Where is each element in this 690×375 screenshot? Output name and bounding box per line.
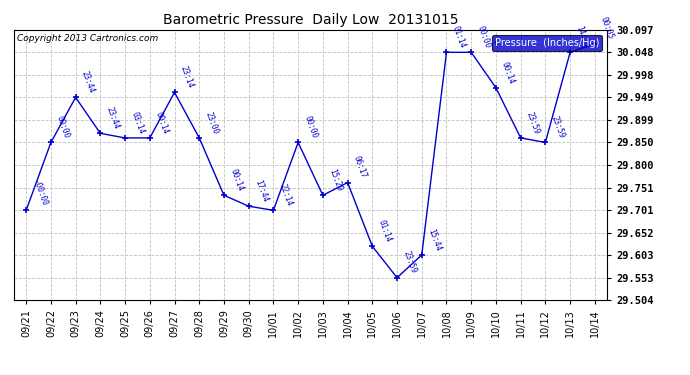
Text: 23:44: 23:44	[104, 106, 121, 130]
Text: 01:14: 01:14	[377, 219, 393, 243]
Text: 23:59: 23:59	[525, 110, 541, 135]
Text: 23:44: 23:44	[80, 70, 96, 94]
Text: 23:14: 23:14	[179, 65, 195, 90]
Text: 06:17: 06:17	[352, 155, 368, 180]
Legend: Pressure  (Inches/Hg): Pressure (Inches/Hg)	[492, 35, 602, 51]
Text: 01:14: 01:14	[451, 25, 467, 50]
Text: 03:14: 03:14	[129, 110, 146, 135]
Text: 23:59: 23:59	[549, 115, 566, 140]
Text: 00:14: 00:14	[500, 60, 517, 85]
Text: 00:14: 00:14	[228, 168, 244, 192]
Text: 17:44: 17:44	[253, 178, 269, 203]
Text: 15:29: 15:29	[327, 168, 344, 192]
Title: Barometric Pressure  Daily Low  20131015: Barometric Pressure Daily Low 20131015	[163, 13, 458, 27]
Text: 14:14: 14:14	[574, 25, 591, 50]
Text: 00:05: 00:05	[599, 16, 615, 41]
Text: 22:14: 22:14	[277, 183, 294, 207]
Text: -00:00: -00:00	[30, 178, 48, 207]
Text: 15:44: 15:44	[426, 227, 442, 252]
Text: 00:00: 00:00	[302, 115, 319, 140]
Text: 00:00: 00:00	[55, 115, 72, 140]
Text: Copyright 2013 Cartronics.com: Copyright 2013 Cartronics.com	[17, 34, 158, 43]
Text: 23:59: 23:59	[401, 250, 417, 275]
Text: 00:14: 00:14	[154, 110, 170, 135]
Text: 23:00: 23:00	[204, 110, 220, 135]
Text: 00:00: 00:00	[475, 25, 492, 50]
